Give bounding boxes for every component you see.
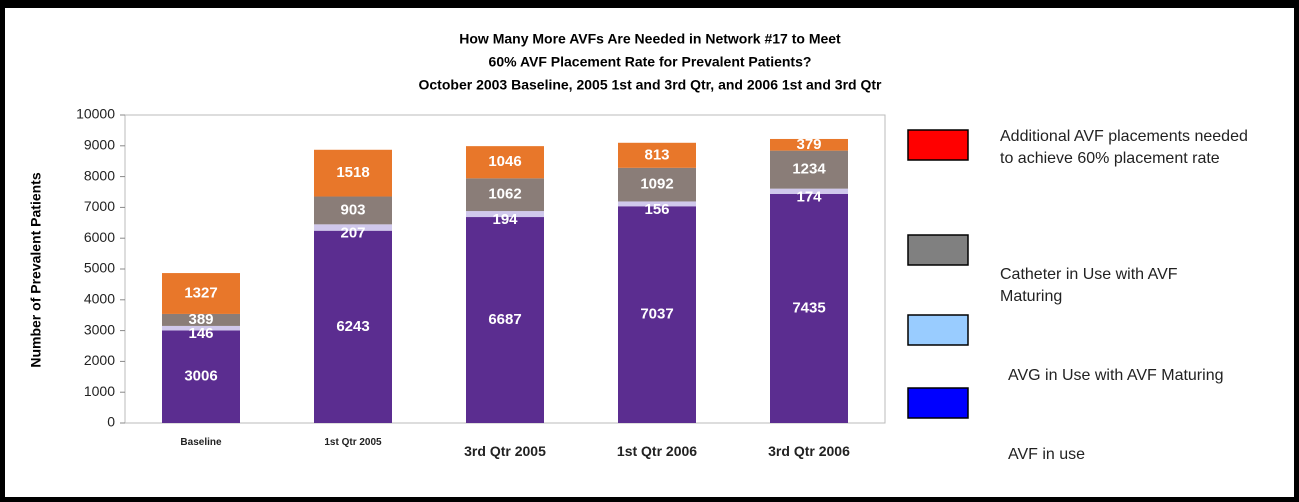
y-tick-label: 9000 bbox=[84, 137, 115, 153]
y-tick-label: 7000 bbox=[84, 198, 115, 214]
bar-segment bbox=[314, 224, 392, 231]
legend-swatch bbox=[907, 234, 969, 266]
legend-label: AVG in Use with AVF Maturing bbox=[1008, 367, 1224, 384]
data-label: 6687 bbox=[488, 311, 521, 328]
legend-swatch bbox=[907, 387, 969, 419]
data-label: 6243 bbox=[336, 318, 369, 335]
data-label: 174 bbox=[796, 188, 822, 205]
bar-segment bbox=[618, 142, 696, 168]
bar-segment bbox=[770, 194, 848, 423]
data-label: 194 bbox=[492, 211, 518, 228]
chart-title: October 2003 Baseline, 2005 1st and 3rd … bbox=[419, 77, 883, 93]
bar-segment bbox=[314, 230, 392, 423]
data-label: 389 bbox=[188, 311, 213, 328]
data-label: 1327 bbox=[184, 284, 217, 301]
bar-segment bbox=[770, 188, 848, 195]
x-tick-label: 3rd Qtr 2005 bbox=[464, 443, 546, 459]
chart-title: 60% AVF Placement Rate for Prevalent Pat… bbox=[489, 54, 812, 70]
data-label: 1062 bbox=[488, 186, 521, 203]
legend-label: Additional AVF placements needed to achi… bbox=[1000, 128, 1248, 167]
data-label: 1234 bbox=[792, 161, 826, 178]
y-tick-label: 1000 bbox=[84, 383, 115, 399]
legend-swatch bbox=[907, 129, 969, 161]
y-tick-label: 6000 bbox=[84, 229, 115, 245]
y-tick-label: 8000 bbox=[84, 167, 115, 183]
legend-label: AVF in use bbox=[1008, 446, 1086, 463]
data-label: 1518 bbox=[336, 164, 369, 181]
data-label: 207 bbox=[340, 224, 365, 241]
x-tick-label: 1st Qtr 2005 bbox=[324, 437, 382, 448]
bar-segment bbox=[466, 178, 544, 212]
data-label: 156 bbox=[644, 201, 669, 218]
data-label: 379 bbox=[796, 136, 821, 153]
x-tick-label: Baseline bbox=[180, 437, 222, 448]
bar-segment bbox=[162, 330, 240, 423]
y-tick-label: 0 bbox=[107, 414, 115, 430]
data-label: 146 bbox=[188, 325, 213, 342]
bar-segment bbox=[162, 313, 240, 326]
bar-segment bbox=[466, 211, 544, 218]
bar-segment bbox=[618, 206, 696, 423]
bar-segment bbox=[770, 138, 848, 151]
bar-segment bbox=[466, 217, 544, 423]
bar-segment bbox=[314, 196, 392, 225]
bar-segment bbox=[162, 273, 240, 314]
data-label: 813 bbox=[644, 146, 669, 163]
data-label: 3006 bbox=[184, 368, 217, 385]
y-axis-label: Number of Prevalent Patients bbox=[28, 172, 44, 367]
chart-title: How Many More AVFs Are Needed in Network… bbox=[459, 31, 841, 47]
bar-segment bbox=[162, 325, 240, 331]
data-label: 7435 bbox=[792, 299, 825, 316]
y-tick-label: 5000 bbox=[84, 260, 115, 276]
y-tick-label: 10000 bbox=[76, 106, 115, 122]
legend-swatch bbox=[907, 314, 969, 346]
x-tick-label: 3rd Qtr 2006 bbox=[768, 443, 850, 459]
bar-segment bbox=[314, 149, 392, 197]
y-tick-label: 3000 bbox=[84, 321, 115, 337]
bar-segment bbox=[618, 167, 696, 202]
bar-segment bbox=[466, 146, 544, 179]
x-tick-label: 1st Qtr 2006 bbox=[616, 443, 698, 459]
data-label: 903 bbox=[340, 201, 365, 218]
bar-segment bbox=[770, 150, 848, 189]
data-label: 7037 bbox=[640, 306, 673, 323]
data-label: 1046 bbox=[488, 153, 521, 170]
bar-segment bbox=[618, 201, 696, 207]
data-label: 1092 bbox=[640, 176, 673, 193]
y-tick-label: 4000 bbox=[84, 291, 115, 307]
y-tick-label: 2000 bbox=[84, 352, 115, 368]
legend-label: Catheter in Use with AVF Maturing bbox=[1000, 266, 1178, 305]
